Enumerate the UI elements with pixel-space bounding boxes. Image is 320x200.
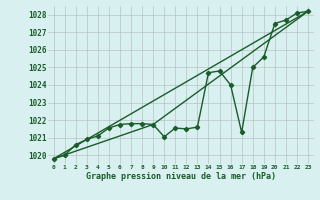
X-axis label: Graphe pression niveau de la mer (hPa): Graphe pression niveau de la mer (hPa) (86, 172, 276, 181)
